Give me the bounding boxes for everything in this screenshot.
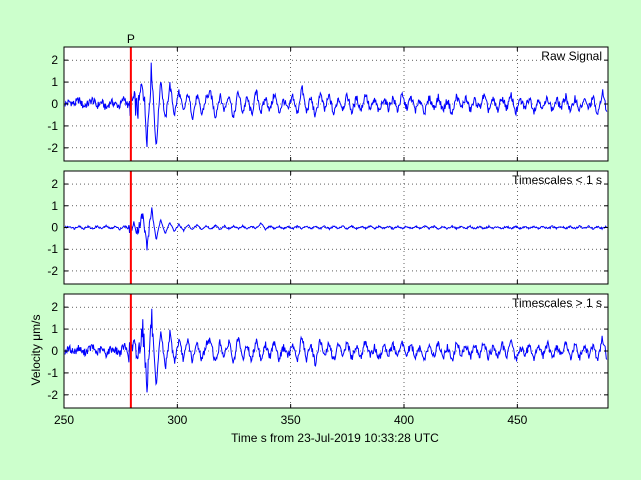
x-tick-label: 350 (281, 413, 301, 427)
y-tick-label: 0 (51, 221, 58, 235)
y-tick-label: -2 (47, 264, 58, 278)
y-tick-label: -1 (47, 119, 58, 133)
y-tick-label: 0 (51, 97, 58, 111)
y-tick-label: 0 (51, 344, 58, 358)
signal-trace (64, 207, 608, 251)
y-tick-label: 1 (51, 199, 58, 213)
signal-trace (64, 308, 608, 393)
x-axis-label: Time s from 23-Jul-2019 10:33:28 UTC (231, 431, 439, 445)
panel-3: 2 1 0 -1 -2 250 300 350 400 450 Timescales > 1 s (47, 293, 609, 427)
panel-title: Timescales > 1 s (512, 296, 602, 310)
panel-title: Timescales < 1 s (512, 173, 602, 187)
panel-1: 2 1 0 -1 -2 Raw Signal (47, 46, 609, 162)
y-tick-label: -1 (47, 242, 58, 256)
x-tick-label: 400 (394, 413, 414, 427)
y-tick-label: 1 (51, 75, 58, 89)
x-tick-label: 300 (167, 413, 187, 427)
y-tick-label: 2 (51, 53, 58, 67)
x-tick-label: 250 (54, 413, 74, 427)
y-tick-label: 2 (51, 177, 58, 191)
y-tick-label: -2 (47, 388, 58, 402)
y-tick-label: 1 (51, 322, 58, 336)
panel-2: 2 1 0 -1 -2 Timescales < 1 s (47, 170, 609, 285)
panel-title: Raw Signal (541, 49, 602, 63)
panels-group: 2 1 0 -1 -2 Raw Signal 2 1 0 -1 -2 Timescales < 1 s… (47, 46, 609, 427)
y-tick-label: -2 (47, 141, 58, 155)
pick-marker-label: P (127, 32, 135, 46)
y-tick-label: 2 (51, 300, 58, 314)
signal-trace (64, 62, 608, 148)
y-axis-label: Velocity μm/s (29, 315, 43, 386)
y-tick-label: -1 (47, 366, 58, 380)
x-tick-label: 450 (507, 413, 527, 427)
